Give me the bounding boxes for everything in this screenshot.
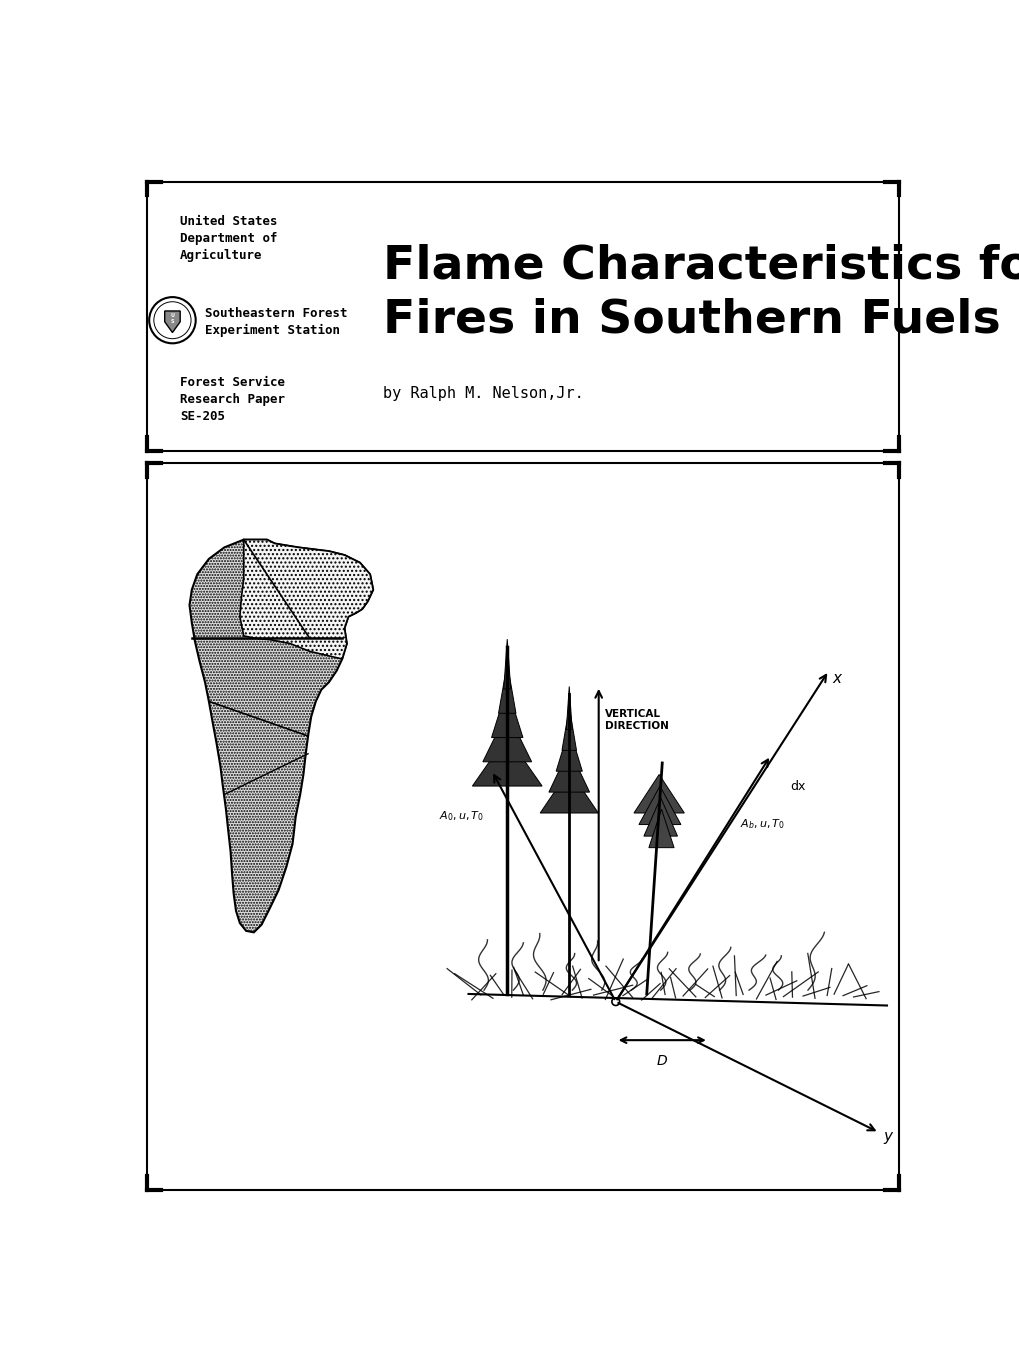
Text: Forest Service: Forest Service [180,376,285,390]
Text: Southeastern Forest: Southeastern Forest [205,307,347,321]
Polygon shape [472,736,541,786]
Polygon shape [491,687,523,737]
Text: $A_0, u, T_0$: $A_0, u, T_0$ [438,809,484,823]
Text: by Ralph M. Nelson,Jr.: by Ralph M. Nelson,Jr. [383,386,584,400]
Text: U
S: U S [170,314,174,325]
Polygon shape [239,540,373,659]
Text: D: D [656,1054,666,1068]
Polygon shape [638,786,681,824]
Text: dx: dx [790,779,805,793]
Polygon shape [561,708,576,751]
Text: Department of: Department of [180,231,277,245]
Polygon shape [540,770,598,813]
Polygon shape [498,663,516,713]
Text: $A_b, u, T_0$: $A_b, u, T_0$ [739,817,784,831]
Polygon shape [482,712,531,762]
Text: United States: United States [180,215,277,227]
Text: VERTICAL
DIRECTION: VERTICAL DIRECTION [604,709,668,731]
Circle shape [611,997,619,1005]
Text: Flame Characteristics for: Flame Characteristics for [383,244,1019,288]
Text: x: x [832,671,841,686]
Polygon shape [555,728,582,771]
Text: Agriculture: Agriculture [180,249,263,261]
Polygon shape [566,686,572,729]
Text: y: y [882,1128,892,1143]
Text: SE-205: SE-205 [180,410,225,423]
Text: Experiment Station: Experiment Station [205,325,339,337]
Polygon shape [643,798,677,836]
Polygon shape [164,311,180,333]
Text: Fires in Southern Fuels: Fires in Southern Fuels [383,298,1000,342]
Polygon shape [503,639,511,689]
Circle shape [149,298,196,344]
Polygon shape [634,774,684,813]
Polygon shape [548,750,589,792]
Polygon shape [190,540,373,932]
Text: Research Paper: Research Paper [180,394,285,406]
Polygon shape [648,809,674,848]
